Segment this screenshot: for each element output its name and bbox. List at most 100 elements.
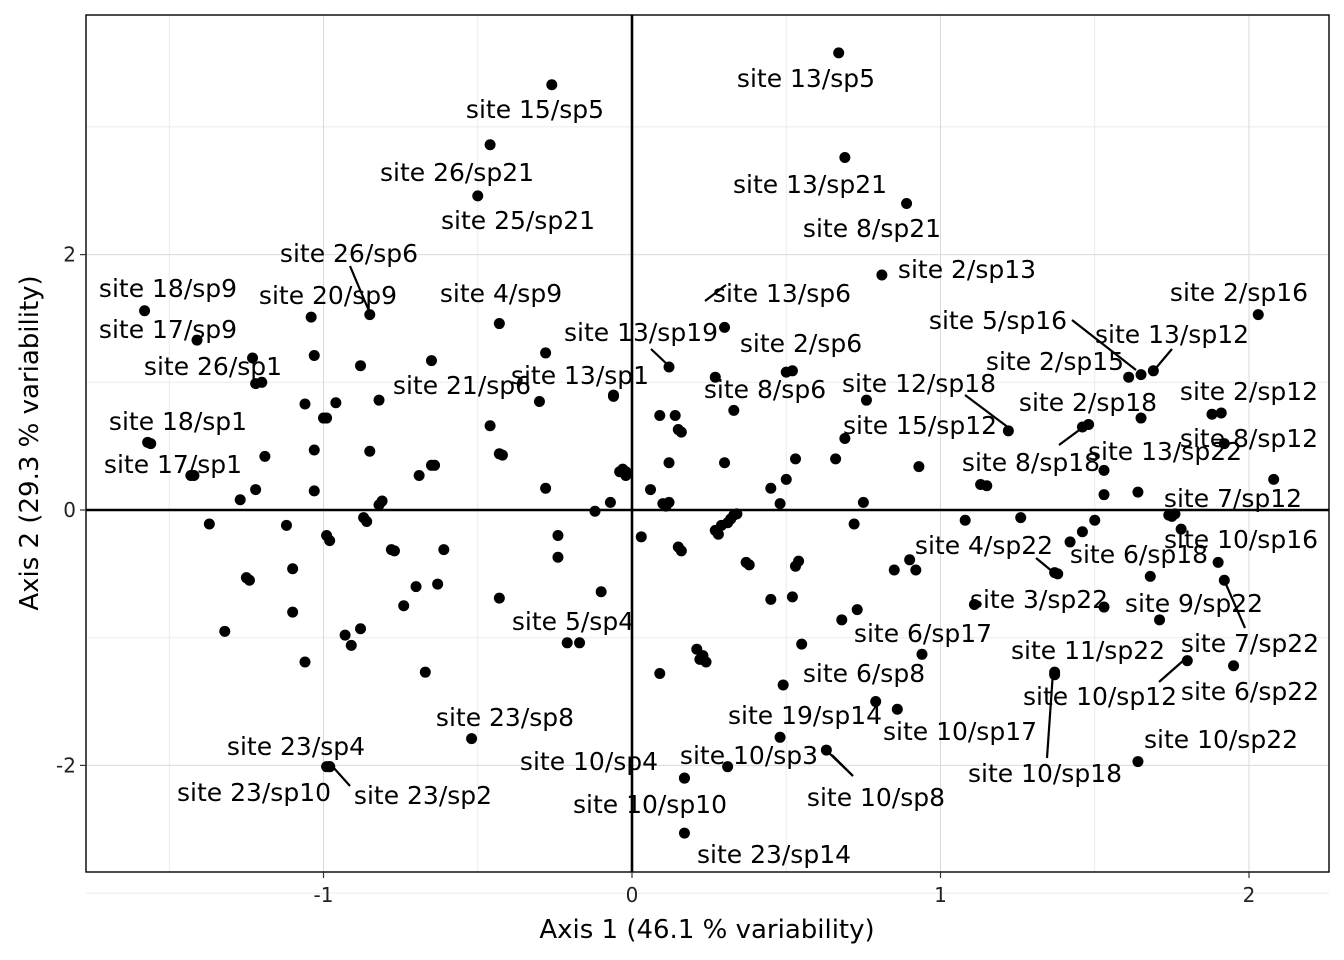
- point-label: site 13/sp21: [733, 170, 887, 199]
- data-point: [959, 514, 971, 526]
- x-tick-label: 2: [1243, 883, 1256, 907]
- data-point: [796, 638, 808, 650]
- data-point: [139, 305, 151, 317]
- data-point: [1218, 438, 1230, 450]
- point-label: site 23/sp2: [354, 781, 492, 810]
- data-point: [678, 827, 690, 839]
- point-label: site 26/sp21: [380, 158, 534, 187]
- data-point: [1132, 486, 1144, 498]
- data-point: [438, 544, 450, 556]
- data-point: [376, 495, 388, 507]
- leader-line: [1223, 581, 1247, 629]
- data-point: [1064, 536, 1076, 548]
- data-point: [472, 190, 484, 202]
- data-point: [540, 482, 552, 494]
- data-point: [1015, 512, 1027, 524]
- data-point: [765, 593, 777, 605]
- data-point: [243, 574, 255, 586]
- x-tick-label: 1: [934, 883, 947, 907]
- data-point: [709, 371, 721, 383]
- data-point: [774, 731, 786, 743]
- data-point: [287, 563, 299, 575]
- data-point: [669, 410, 681, 422]
- data-point: [496, 449, 508, 461]
- point-label: site 25/sp21: [441, 206, 595, 235]
- data-point: [142, 436, 154, 448]
- point-label: site 5/sp16: [929, 306, 1067, 335]
- data-point: [1098, 489, 1110, 501]
- data-point: [299, 656, 311, 668]
- data-point: [324, 535, 336, 547]
- data-point: [839, 152, 851, 164]
- data-point: [780, 473, 792, 485]
- data-point: [425, 355, 437, 367]
- point-label: site 18/sp9: [99, 274, 237, 303]
- point-label: site 11/sp22: [1011, 636, 1165, 665]
- data-point: [1002, 425, 1014, 437]
- data-point: [780, 366, 792, 378]
- data-point: [484, 420, 496, 432]
- data-point: [345, 639, 357, 651]
- axis-ticks: -1 0 1 2 -2 0 2: [56, 243, 1255, 907]
- point-label: site 2/sp16: [1170, 278, 1308, 307]
- data-point: [786, 591, 798, 603]
- point-label: site 23/sp14: [697, 840, 851, 869]
- data-point: [635, 531, 647, 543]
- data-point: [830, 453, 842, 465]
- data-point: [219, 625, 231, 637]
- data-point: [839, 432, 851, 444]
- data-point: [493, 592, 505, 604]
- data-point: [1206, 408, 1218, 420]
- point-label: site 2/sp13: [898, 255, 1036, 284]
- y-tick-label: 2: [63, 243, 76, 267]
- data-point: [904, 554, 916, 566]
- point-label: site 6/sp8: [803, 659, 925, 688]
- point-label: site 3/sp22: [970, 585, 1108, 614]
- data-point: [410, 581, 422, 593]
- data-point: [851, 604, 863, 616]
- zero-reference-lines: [86, 15, 1329, 872]
- data-point: [321, 412, 333, 424]
- data-point: [790, 453, 802, 465]
- data-point: [663, 496, 675, 508]
- data-point: [774, 498, 786, 510]
- data-point: [1098, 464, 1110, 476]
- y-tick-label: -2: [56, 753, 76, 777]
- data-point: [419, 666, 431, 678]
- data-point: [203, 518, 215, 530]
- data-point: [1052, 568, 1064, 580]
- data-point: [719, 457, 731, 469]
- data-point: [743, 559, 755, 571]
- data-point: [355, 623, 367, 635]
- data-point: [654, 667, 666, 679]
- data-point: [722, 761, 734, 773]
- point-label: site 8/sp6: [704, 375, 826, 404]
- data-point: [373, 394, 385, 406]
- data-point: [324, 761, 336, 773]
- leader-line: [1155, 348, 1173, 369]
- data-point: [595, 586, 607, 598]
- data-point: [1212, 556, 1224, 568]
- leader-line: [332, 766, 351, 787]
- data-point: [250, 484, 262, 496]
- data-point: [552, 551, 564, 563]
- data-point: [1132, 756, 1144, 768]
- data-point: [891, 703, 903, 715]
- data-point: [1123, 371, 1135, 383]
- data-point: [728, 404, 740, 416]
- leader-line: [1071, 319, 1137, 371]
- leader-line: [348, 265, 371, 312]
- leader-line: [704, 284, 727, 302]
- x-tick-label: -1: [314, 883, 334, 907]
- data-point: [484, 139, 496, 151]
- point-label: site 17/sp1: [104, 450, 242, 479]
- point-label: site 23/sp8: [436, 703, 574, 732]
- point-label: site 20/sp9: [259, 281, 397, 310]
- data-point: [675, 426, 687, 438]
- point-label: site 13/sp5: [737, 64, 875, 93]
- data-point: [848, 518, 860, 530]
- data-point: [1135, 369, 1147, 381]
- leader-line: [1158, 659, 1185, 683]
- point-label: site 21/sp6: [393, 371, 531, 400]
- data-point: [361, 515, 373, 527]
